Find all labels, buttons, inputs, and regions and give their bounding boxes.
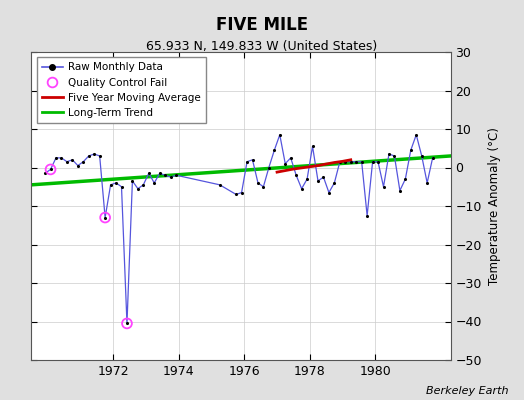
Point — [156, 170, 164, 176]
Point — [128, 178, 137, 184]
Point — [325, 189, 333, 196]
Point — [379, 184, 388, 190]
Text: FIVE MILE: FIVE MILE — [216, 16, 308, 34]
Point — [232, 191, 241, 198]
Point — [298, 186, 306, 192]
Point — [101, 214, 110, 221]
Point — [265, 164, 273, 171]
Point — [117, 184, 126, 190]
Point — [363, 212, 372, 219]
Point — [84, 153, 93, 159]
Point — [161, 172, 169, 178]
Point — [396, 187, 404, 194]
Point — [123, 320, 131, 327]
Point — [281, 160, 289, 167]
Point — [46, 166, 54, 173]
Point — [145, 170, 153, 176]
Point — [41, 170, 49, 176]
Point — [243, 158, 251, 165]
Point — [270, 147, 279, 153]
Point — [52, 155, 60, 161]
Point — [276, 132, 284, 138]
Point — [57, 155, 66, 161]
Point — [254, 180, 262, 186]
Point — [429, 155, 437, 161]
Point — [106, 182, 115, 188]
Point — [412, 132, 420, 138]
Point — [90, 151, 99, 157]
Point — [374, 158, 382, 165]
Point — [215, 182, 224, 188]
Y-axis label: Temperature Anomaly (°C): Temperature Anomaly (°C) — [487, 127, 500, 285]
Text: 65.933 N, 149.833 W (United States): 65.933 N, 149.833 W (United States) — [146, 40, 378, 53]
Point — [46, 166, 54, 173]
Point — [418, 153, 426, 159]
Point — [308, 143, 316, 150]
Point — [101, 214, 110, 221]
Point — [292, 172, 300, 178]
Point — [336, 158, 344, 165]
Text: Berkeley Earth: Berkeley Earth — [426, 386, 508, 396]
Point — [112, 180, 120, 186]
Point — [74, 162, 82, 169]
Point — [63, 158, 71, 165]
Point — [423, 180, 431, 186]
Point — [390, 153, 399, 159]
Point — [368, 158, 377, 165]
Point — [167, 174, 175, 180]
Point — [385, 151, 393, 157]
Point — [172, 172, 180, 178]
Point — [259, 184, 268, 190]
Point — [407, 147, 415, 153]
Point — [357, 158, 366, 165]
Point — [95, 153, 104, 159]
Point — [79, 158, 88, 165]
Point — [319, 174, 328, 180]
Point — [68, 156, 77, 163]
Point — [150, 180, 158, 186]
Point — [303, 176, 311, 182]
Point — [352, 158, 361, 165]
Point — [248, 156, 257, 163]
Point — [237, 189, 246, 196]
Point — [330, 180, 339, 186]
Point — [123, 320, 131, 327]
Point — [341, 158, 350, 165]
Point — [134, 186, 142, 192]
Point — [401, 176, 410, 182]
Point — [287, 155, 295, 161]
Point — [346, 158, 355, 165]
Point — [139, 182, 148, 188]
Legend: Raw Monthly Data, Quality Control Fail, Five Year Moving Average, Long-Term Tren: Raw Monthly Data, Quality Control Fail, … — [37, 57, 206, 123]
Point — [314, 178, 322, 184]
